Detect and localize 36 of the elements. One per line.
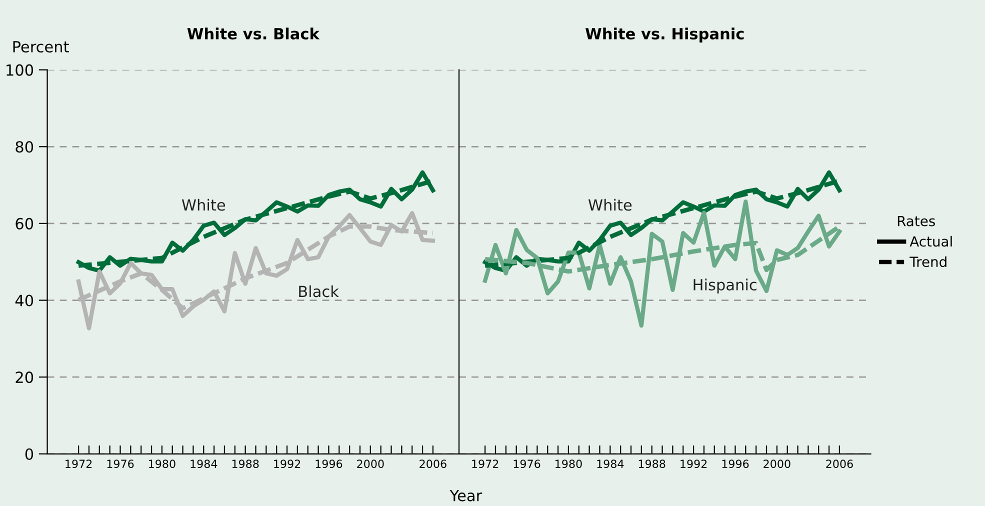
series-label: Black: [299, 285, 339, 298]
x-axis-title: Year: [450, 490, 482, 502]
x-tick-label: 1972: [66, 460, 92, 468]
text: Actual: [910, 236, 952, 247]
x-tick-label: 1984: [190, 460, 218, 468]
y-tick-label: 80: [16, 141, 34, 153]
text: Trend: [910, 256, 946, 268]
y-tick-label: 60: [16, 218, 34, 230]
chart-title: White vs. Black: [187, 28, 320, 40]
series-label: White: [182, 198, 226, 211]
x-tick-label: 1992: [680, 460, 707, 468]
x-tick-label: 1988: [638, 460, 666, 468]
x-tick-label: 1984: [597, 460, 624, 468]
legend-title: Rates: [898, 216, 935, 226]
line-series: [76, 210, 436, 330]
chart-title: White vs. Hispanic: [586, 28, 744, 42]
x-tick-label: 2000: [357, 460, 384, 468]
y-tick-label: 100: [6, 64, 34, 76]
x-tick-label: 1980: [149, 460, 176, 468]
y-tick-label: 40: [15, 294, 34, 306]
x-tick-label: 1996: [722, 460, 749, 468]
x-tick-label: 2006: [420, 460, 446, 468]
x-tick-label: 1988: [232, 460, 259, 468]
x-tick-label: 1976: [107, 460, 134, 468]
x-tick-label: 2006: [826, 460, 853, 468]
x-tick-label: 1996: [316, 460, 342, 468]
y-tick-label: 0: [25, 448, 34, 460]
x-tick-label: 1992: [274, 460, 300, 468]
y-axis-title: Percent: [13, 41, 69, 53]
series-label: White: [588, 198, 632, 211]
x-tick-label: 1972: [472, 460, 498, 468]
y-tick-label: 20: [16, 372, 34, 384]
x-tick-label: 2000: [764, 460, 790, 468]
x-tick-label: 1980: [556, 460, 582, 468]
x-tick-label: 1976: [514, 460, 540, 468]
series-label: Hispanic: [694, 278, 756, 294]
